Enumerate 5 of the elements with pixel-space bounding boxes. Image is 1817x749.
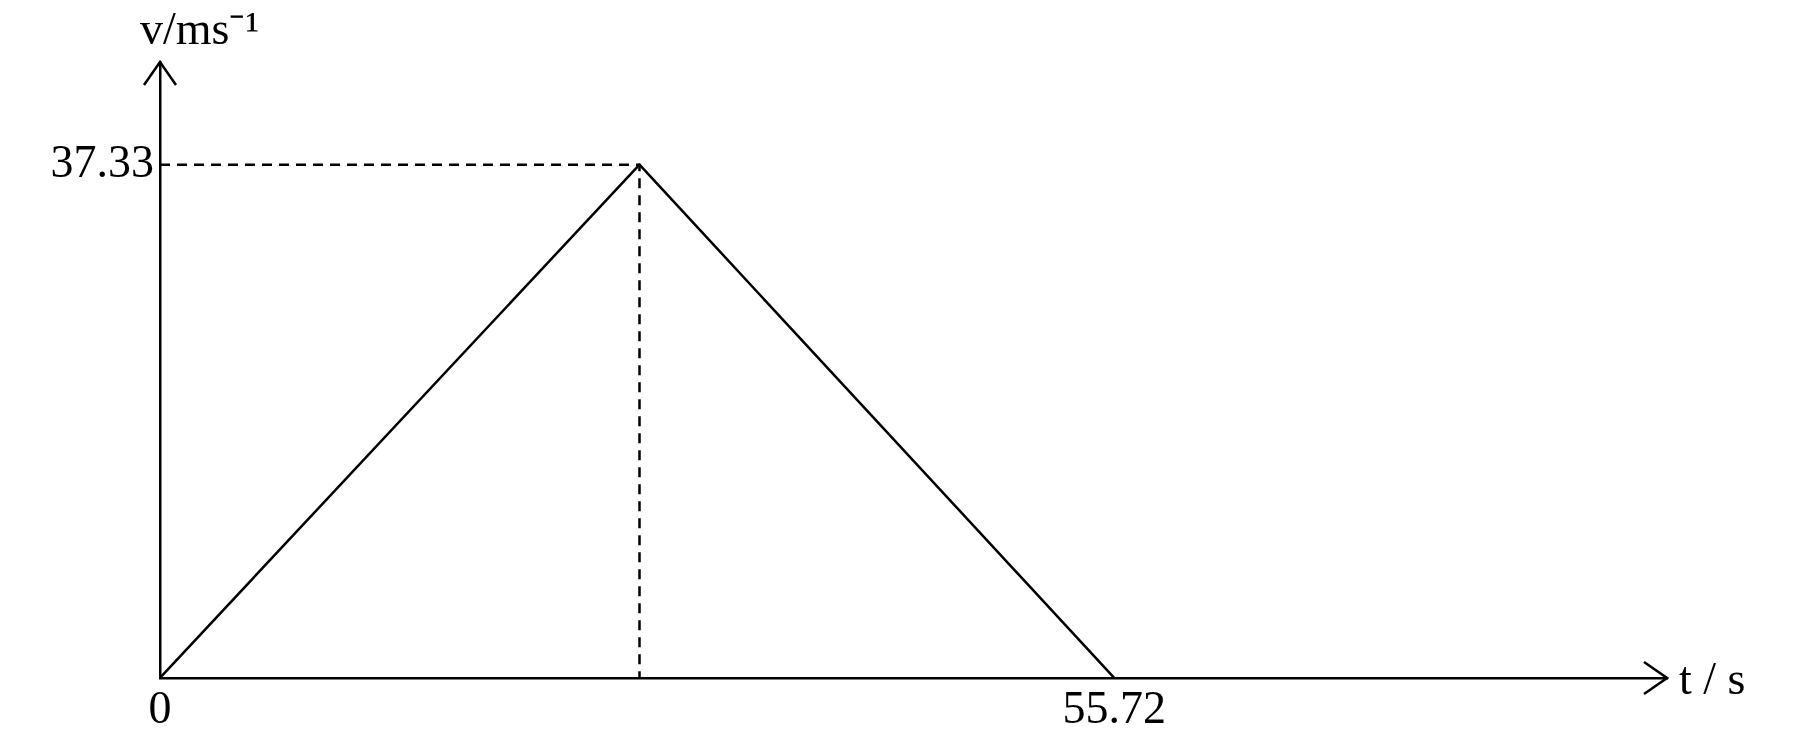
annotation: 37.33	[50, 135, 154, 187]
x-tick-label: 0	[148, 682, 172, 734]
x-tick-label: 55.72	[1062, 682, 1166, 734]
y-axis-title: v/ms⁻¹	[140, 3, 260, 54]
x-axis-title: t / s	[1679, 652, 1746, 704]
